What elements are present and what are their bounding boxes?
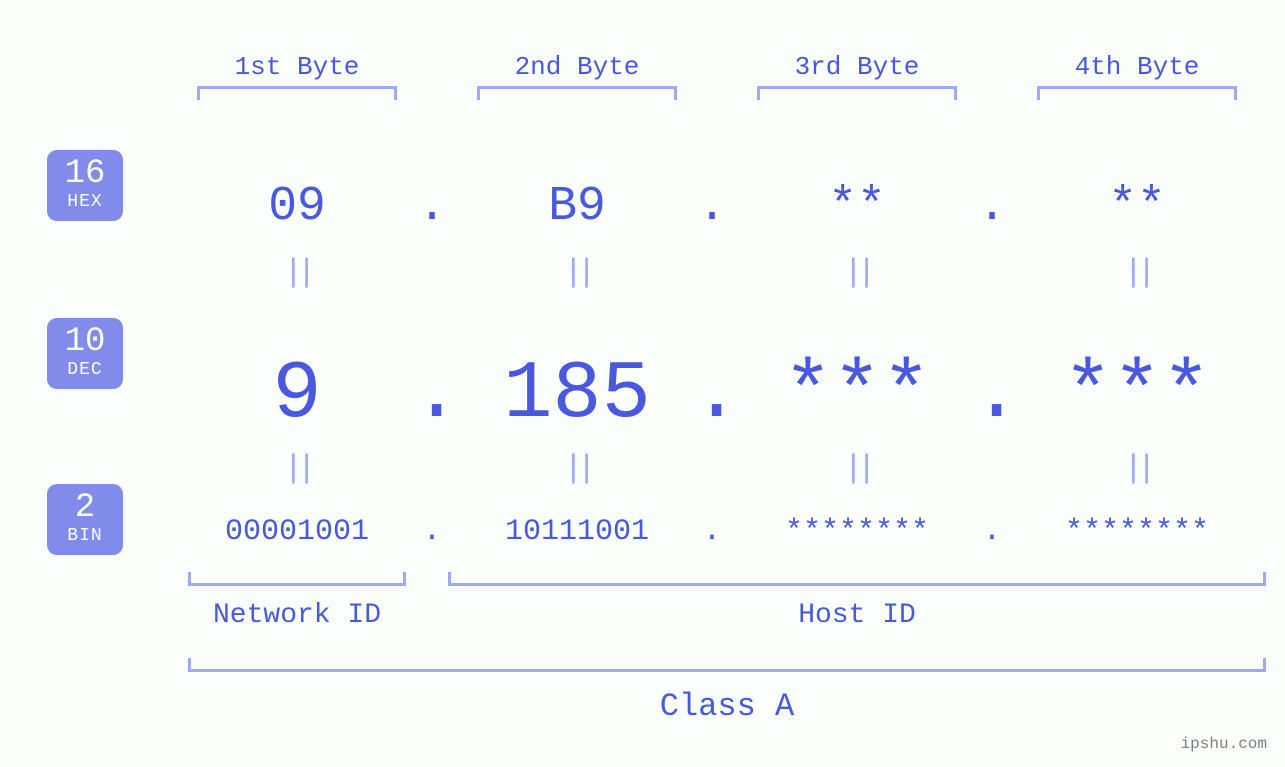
byte-bracket-4 <box>1037 86 1237 100</box>
ip-address-diagram: { "colors": { "background": "#fbfffb", "… <box>0 0 1285 767</box>
byte-bracket-2 <box>477 86 677 100</box>
bin-byte-3: ******** <box>727 515 987 549</box>
dec-dot-1: . <box>412 348 452 441</box>
badge-dec-lbl: DEC <box>67 361 102 381</box>
byte-bracket-3 <box>757 86 957 100</box>
badge-hex-num: 16 <box>65 156 106 193</box>
bin-dot-2: . <box>692 515 732 549</box>
badge-hex-lbl: HEX <box>67 193 102 213</box>
watermark: ipshu.com <box>1181 735 1267 753</box>
eq2-4: || <box>1107 450 1167 487</box>
hex-dot-3: . <box>972 180 1012 234</box>
badge-dec-num: 10 <box>65 324 106 361</box>
eq1-3: || <box>827 254 887 291</box>
dec-dot-3: . <box>972 348 1012 441</box>
byte-header-2: 2nd Byte <box>447 52 707 82</box>
badge-bin-lbl: BIN <box>67 527 102 547</box>
bin-byte-2: 10111001 <box>447 515 707 549</box>
byte-header-1: 1st Byte <box>167 52 427 82</box>
dec-dot-2: . <box>692 348 732 441</box>
hex-byte-1: 09 <box>167 180 427 234</box>
byte-bracket-1 <box>197 86 397 100</box>
byte-header-3: 3rd Byte <box>727 52 987 82</box>
hex-dot-1: . <box>412 180 452 234</box>
host-bracket <box>448 572 1266 586</box>
eq1-2: || <box>547 254 607 291</box>
eq1-1: || <box>267 254 327 291</box>
eq2-3: || <box>827 450 887 487</box>
eq2-1: || <box>267 450 327 487</box>
badge-hex: 16 HEX <box>47 150 123 221</box>
bin-byte-4: ******** <box>1007 515 1267 549</box>
byte-header-4: 4th Byte <box>1007 52 1267 82</box>
hex-byte-3: ** <box>727 180 987 234</box>
dec-byte-1: 9 <box>167 348 427 441</box>
eq2-2: || <box>547 450 607 487</box>
bin-byte-1: 00001001 <box>167 515 427 549</box>
bin-dot-3: . <box>972 515 1012 549</box>
class-label: Class A <box>577 688 877 725</box>
dec-byte-3: *** <box>727 348 987 441</box>
network-bracket <box>188 572 406 586</box>
hex-byte-4: ** <box>1007 180 1267 234</box>
dec-byte-2: 185 <box>447 348 707 441</box>
hex-dot-2: . <box>692 180 732 234</box>
host-id-label: Host ID <box>707 600 1007 631</box>
eq1-4: || <box>1107 254 1167 291</box>
badge-dec: 10 DEC <box>47 318 123 389</box>
network-id-label: Network ID <box>147 600 447 631</box>
class-bracket <box>188 658 1266 672</box>
bin-dot-1: . <box>412 515 452 549</box>
dec-byte-4: *** <box>1007 348 1267 441</box>
badge-bin: 2 BIN <box>47 484 123 555</box>
hex-byte-2: B9 <box>447 180 707 234</box>
badge-bin-num: 2 <box>75 490 95 527</box>
